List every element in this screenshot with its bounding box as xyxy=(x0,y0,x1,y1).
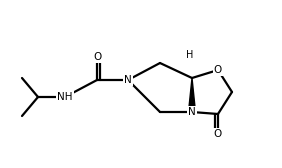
Text: N: N xyxy=(188,107,196,117)
Text: O: O xyxy=(214,129,222,139)
Text: N: N xyxy=(124,75,132,85)
Polygon shape xyxy=(188,78,195,112)
Text: H: H xyxy=(186,50,194,60)
Text: O: O xyxy=(93,52,101,62)
Text: NH: NH xyxy=(57,92,73,102)
Text: O: O xyxy=(214,65,222,75)
